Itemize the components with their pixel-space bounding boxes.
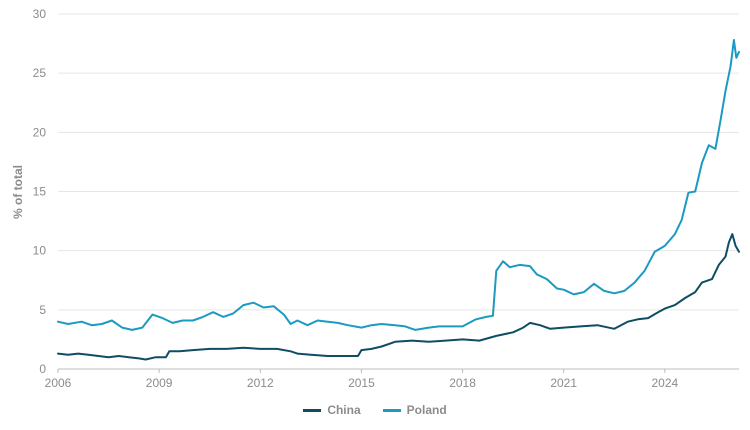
y-tick-label: 20 — [33, 125, 47, 139]
x-tick-label: 2024 — [651, 376, 678, 390]
legend-label-poland: Poland — [406, 403, 447, 417]
y-tick-label: 10 — [33, 244, 47, 258]
y-axis-ticks: 0 5 10 15 20 25 30 — [33, 7, 47, 376]
y-tick-label: 15 — [33, 185, 47, 199]
y-tick-label: 30 — [33, 7, 47, 21]
legend-item-poland: Poland — [382, 403, 447, 417]
series-lines — [57, 39, 740, 361]
y-tick-label: 25 — [33, 66, 47, 80]
x-tick-label: 2012 — [247, 376, 274, 390]
series-line-china — [57, 233, 740, 361]
legend-item-china: China — [303, 403, 361, 417]
y-axis-label: % of total — [11, 165, 25, 219]
legend: China Poland — [0, 403, 750, 417]
x-tick-label: 2018 — [449, 376, 476, 390]
legend-swatch-poland — [382, 408, 401, 412]
y-tick-label: 0 — [39, 362, 46, 376]
gridlines — [58, 13, 739, 311]
x-axis-ticks: 2006 2009 2012 2015 2018 2021 2024 — [45, 369, 679, 390]
y-tick-label: 5 — [39, 303, 46, 317]
series-line-poland — [57, 39, 740, 331]
x-tick-label: 2015 — [348, 376, 375, 390]
legend-label-china: China — [327, 403, 361, 417]
legend-swatch-china — [303, 408, 322, 412]
x-tick-label: 2021 — [550, 376, 577, 390]
x-tick-label: 2009 — [146, 376, 173, 390]
x-tick-label: 2006 — [45, 376, 72, 390]
